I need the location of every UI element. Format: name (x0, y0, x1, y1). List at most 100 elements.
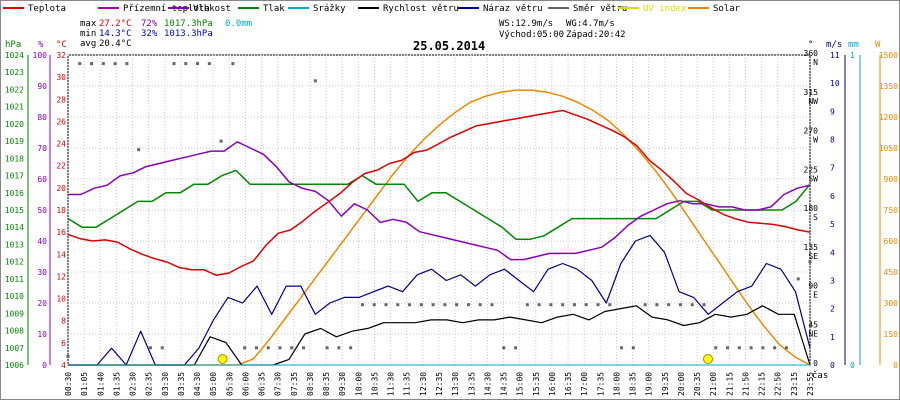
wind-dir-point-61 (784, 346, 788, 350)
legend: Teplota Přízemní teplota Vlhkost Tlak Sr… (3, 4, 741, 14)
legend-label-temperature: Teplota (28, 4, 66, 14)
wind-dir-point-14 (231, 62, 235, 66)
x-tick-label-23: 12:35 (435, 372, 444, 396)
rain-tick-label-1: 1 (850, 51, 855, 60)
wind-dir-point-3 (101, 62, 105, 66)
wind-dir-point-41 (549, 303, 553, 307)
temp-tick-label-9: 22 (56, 162, 66, 171)
solar-tick-label-7: 1050 (879, 144, 898, 153)
temp-tick-label-13: 30 (56, 73, 66, 82)
x-tick-label-10: 05:30 (225, 372, 234, 396)
hpa-tick-label-2: 1008 (5, 327, 24, 336)
wind-dir-point-33 (455, 303, 459, 307)
x-tick-label-0: 00:30 (64, 372, 73, 396)
x-tick-label-38: 20:00 (677, 372, 686, 396)
temp-tick-label-14: 32 (56, 51, 66, 60)
hpa-tick-label-14: 1020 (5, 120, 24, 129)
x-tick-label-11: 06:00 (241, 372, 250, 396)
wind-dir-point-58 (749, 346, 753, 350)
hpa-tick-label-11: 1017 (5, 172, 24, 181)
solar-tick-label-3: 450 (884, 268, 899, 277)
wind_speed-tick-label-9: 9 (830, 107, 835, 116)
rain-tick-label-0: 0 (850, 361, 855, 370)
axis-unit-temp: °C (56, 40, 67, 50)
wind-dir-compass-2: E (813, 291, 818, 300)
wind-dir-point-15 (243, 346, 247, 350)
series-humidity (68, 141, 811, 261)
x-tick-label-30: 16:00 (548, 372, 557, 396)
temp-tick-label-4: 12 (56, 272, 66, 281)
hpa-tick-label-15: 1021 (5, 103, 24, 112)
wind-dir-point-63 (808, 260, 812, 264)
wind-dir-point-55 (714, 346, 718, 350)
wind-dir-point-32 (443, 303, 447, 307)
humidity-tick-label-1: 10 (37, 330, 47, 339)
wind-dir-tick-label-2: 90 (808, 282, 818, 291)
x-tick-label-14: 07:35 (290, 372, 299, 396)
wind-dir-point-21 (313, 79, 317, 83)
wind-dir-point-29 (408, 303, 412, 307)
axis-unit-rain: mm (848, 40, 859, 50)
wind_speed-tick-label-6: 6 (830, 192, 835, 201)
temp-tick-label-2: 8 (61, 317, 66, 326)
x-tick-label-37: 19:35 (661, 372, 670, 396)
wind-dir-point-20 (302, 346, 306, 350)
sunset-marker (702, 354, 713, 364)
axis-unit-humidity: % (38, 40, 44, 50)
wind-dir-point-6 (137, 148, 141, 152)
x-tick-label-42: 21:50 (741, 372, 750, 396)
wind-dir-point-59 (761, 346, 765, 350)
wind-dir-point-17 (266, 346, 270, 350)
wind_speed-tick-label-7: 7 (830, 164, 835, 173)
x-tick-label-46: 23:55 (806, 372, 815, 396)
wind-dir-point-52 (678, 303, 682, 307)
temp-tick-label-10: 24 (56, 140, 66, 149)
x-tick-label-16: 08:35 (322, 372, 331, 396)
x-tick-label-9: 05:00 (209, 372, 218, 396)
series-layer (66, 62, 812, 366)
temp-tick-label-7: 18 (56, 206, 66, 215)
hpa-tick-label-12: 1018 (5, 154, 24, 163)
x-tick-label-35: 18:35 (629, 372, 638, 396)
wind-dir-point-44 (584, 303, 588, 307)
hpa-tick-label-1: 1007 (5, 344, 24, 353)
x-tick-label-33: 17:35 (596, 372, 605, 396)
solar-tick-label-5: 750 (884, 206, 899, 215)
wind-dir-compass-6: W (813, 136, 818, 145)
stat-max-temp: 27.2°C (99, 19, 132, 29)
wind-dir-tick-label-3: 135 (804, 243, 819, 252)
humidity-tick-label-10: 100 (33, 51, 48, 60)
wind_speed-tick-label-10: 10 (830, 79, 840, 88)
axis-unit-hpa: hPa (5, 40, 21, 50)
wind-dir-point-48 (631, 346, 635, 350)
wind-dir-point-53 (690, 303, 694, 307)
hpa-tick-label-13: 1019 (5, 137, 24, 146)
x-tick-label-41: 21:15 (725, 372, 734, 396)
legend-label-wind-speed: Rychlost větru (383, 4, 459, 14)
wind-dir-tick-label-6: 270 (804, 127, 819, 136)
axis-unit-solar: W (875, 40, 881, 50)
x-tick-label-3: 01:35 (112, 372, 121, 396)
wind-dir-point-45 (596, 303, 600, 307)
legend-label-wind-gust: Náraz větru (483, 4, 543, 14)
solar-tick-label-9: 1350 (879, 82, 898, 91)
legend-label-uv-index: UV index (643, 4, 687, 14)
hpa-tick-label-4: 1010 (5, 292, 24, 301)
hpa-tick-label-0: 1006 (5, 361, 24, 370)
series-pressure (67, 169, 811, 241)
sunrise-marker (217, 354, 228, 364)
hpa-tick-label-3: 1009 (5, 309, 24, 318)
x-axis-labels: 00:30 01:05 01:40 01:35 02:30 02:35 03:30 03:35… (64, 372, 815, 396)
wind-dir-point-51 (667, 303, 671, 307)
wind_speed-tick-label-8: 8 (830, 136, 835, 145)
x-tick-label-29: 15:35 (532, 372, 541, 396)
wind-dir-compass-4: S (813, 213, 818, 222)
wind_speed-tick-label-5: 5 (830, 220, 835, 229)
stat-max-humidity: 72% (141, 19, 158, 29)
x-tick-label-2: 01:40 (96, 372, 105, 396)
wind-dir-point-22 (325, 346, 329, 350)
humidity-tick-label-2: 20 (37, 299, 47, 308)
plot-area (66, 54, 812, 366)
wind-dir-tick-label-4: 180 (804, 204, 819, 213)
x-tick-label-27: 14:35 (500, 372, 509, 396)
